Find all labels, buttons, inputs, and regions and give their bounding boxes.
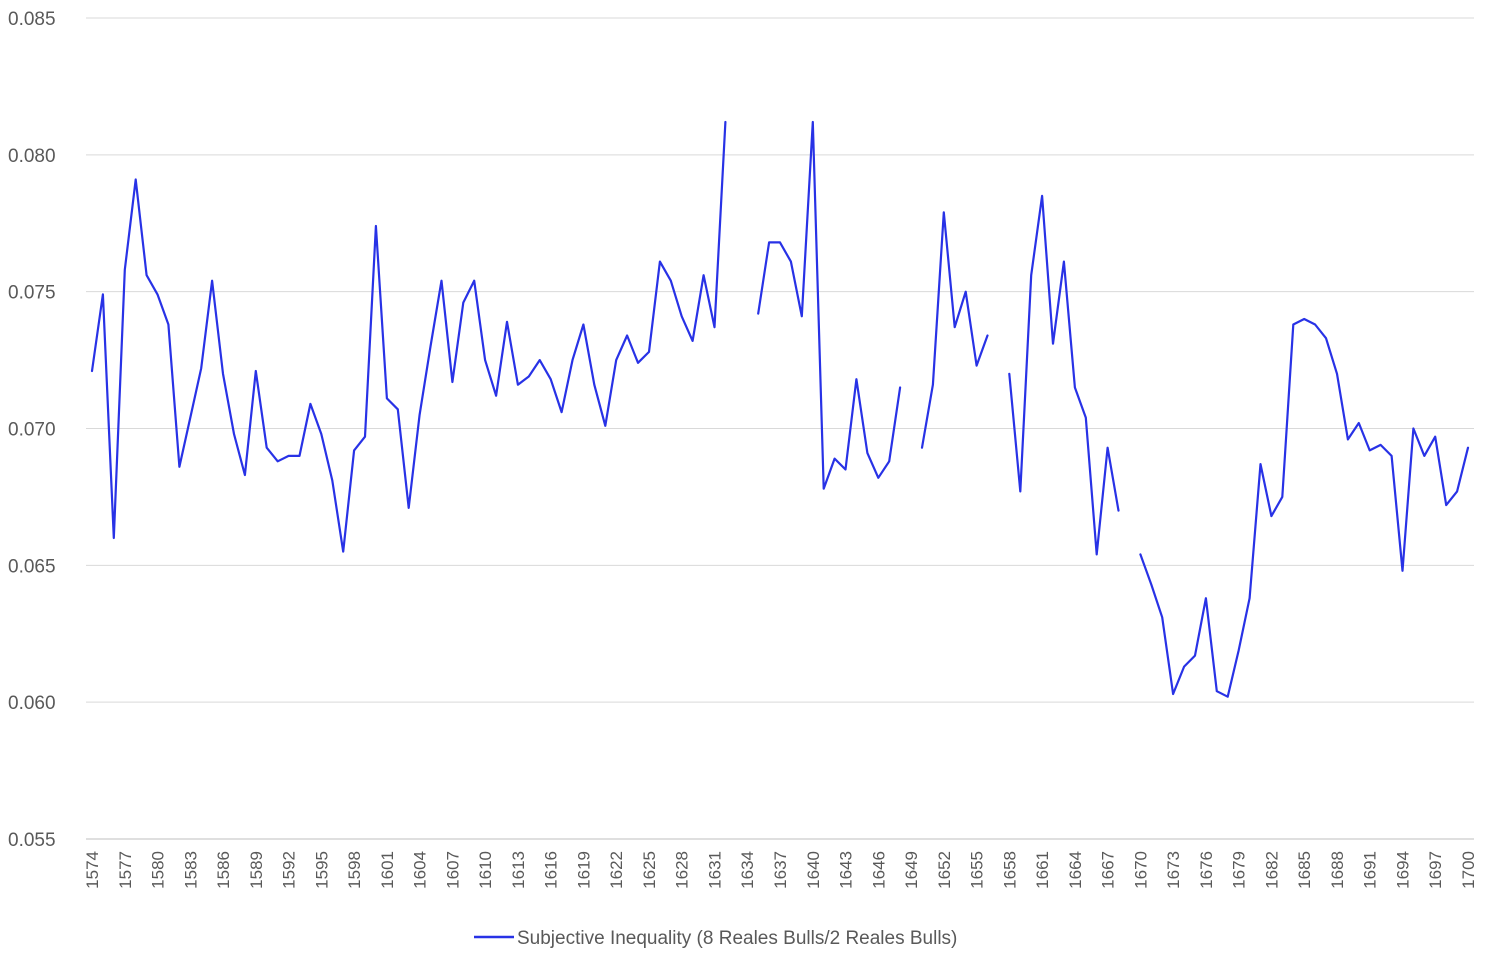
series-line-segment bbox=[920, 211, 989, 449]
y-tick-label: 0.070 bbox=[8, 420, 56, 441]
x-tick-label: 1598 bbox=[345, 851, 364, 889]
legend: Subjective Inequality (8 Reales Bulls/2 … bbox=[474, 928, 957, 949]
x-tick-label: 1694 bbox=[1393, 851, 1412, 889]
x-tick-label: 1637 bbox=[771, 851, 790, 889]
x-tick-label: 1583 bbox=[181, 851, 200, 889]
x-tick-label: 1580 bbox=[149, 851, 168, 889]
x-tick-label: 1655 bbox=[968, 851, 987, 889]
x-tick-label: 1640 bbox=[804, 851, 823, 889]
y-axis-tick-labels: 0.055 0.060 0.065 0.070 0.075 0.080 0.085 bbox=[8, 9, 56, 851]
x-tick-label: 1658 bbox=[1000, 851, 1019, 889]
x-tick-label: 1592 bbox=[280, 851, 299, 889]
series-line-segment bbox=[1139, 317, 1470, 698]
x-tick-label: 1607 bbox=[443, 851, 462, 889]
series-line-segment bbox=[90, 120, 727, 553]
x-tick-label: 1589 bbox=[247, 851, 266, 889]
x-tick-label: 1586 bbox=[214, 851, 233, 889]
y-tick-label: 0.080 bbox=[8, 146, 56, 167]
x-tick-label: 1631 bbox=[705, 851, 724, 889]
x-tick-label: 1676 bbox=[1197, 851, 1216, 889]
x-tick-label: 1649 bbox=[902, 851, 921, 889]
x-tick-label: 1613 bbox=[509, 851, 528, 889]
x-tick-label: 1682 bbox=[1262, 851, 1281, 889]
y-tick-label: 0.085 bbox=[8, 9, 56, 30]
y-tick-label: 0.060 bbox=[8, 693, 56, 714]
x-tick-label: 1622 bbox=[607, 851, 626, 889]
x-tick-label: 1616 bbox=[542, 851, 561, 889]
x-tick-label: 1688 bbox=[1328, 851, 1347, 889]
legend-label: Subjective Inequality (8 Reales Bulls/2 … bbox=[517, 928, 957, 949]
x-tick-label: 1643 bbox=[837, 851, 856, 889]
x-tick-label: 1673 bbox=[1164, 851, 1183, 889]
x-tick-label: 1697 bbox=[1426, 851, 1445, 889]
y-tick-label: 0.065 bbox=[8, 556, 56, 577]
x-tick-label: 1625 bbox=[640, 851, 659, 889]
x-tick-label: 1670 bbox=[1131, 851, 1150, 889]
x-tick-label: 1628 bbox=[673, 851, 692, 889]
series-lines bbox=[90, 120, 1470, 698]
x-tick-label: 1664 bbox=[1066, 851, 1085, 889]
y-tick-label: 0.075 bbox=[8, 283, 56, 304]
x-tick-label: 1685 bbox=[1295, 851, 1314, 889]
x-tick-label: 1574 bbox=[83, 851, 102, 889]
x-tick-label: 1646 bbox=[869, 851, 888, 889]
gridlines bbox=[86, 17, 1474, 840]
x-tick-label: 1700 bbox=[1459, 851, 1478, 889]
x-axis-tick-labels: 1574 1577 1580 1583 1586 1589 1592 1595 1598 1601… bbox=[83, 851, 1478, 889]
x-tick-label: 1691 bbox=[1361, 851, 1380, 889]
x-tick-label: 1577 bbox=[116, 851, 135, 889]
x-tick-label: 1610 bbox=[476, 851, 495, 889]
x-tick-label: 1634 bbox=[738, 851, 757, 889]
x-tick-label: 1619 bbox=[574, 851, 593, 889]
x-tick-label: 1595 bbox=[312, 851, 331, 889]
series-line-segment bbox=[1008, 194, 1120, 556]
x-tick-label: 1601 bbox=[378, 851, 397, 889]
x-tick-label: 1661 bbox=[1033, 851, 1052, 889]
x-tick-label: 1679 bbox=[1230, 851, 1249, 889]
series-line-segment bbox=[757, 120, 902, 490]
x-tick-label: 1652 bbox=[935, 851, 954, 889]
x-tick-label: 1667 bbox=[1099, 851, 1118, 889]
y-tick-label: 0.055 bbox=[8, 830, 56, 851]
x-tick-label: 1604 bbox=[411, 851, 430, 889]
